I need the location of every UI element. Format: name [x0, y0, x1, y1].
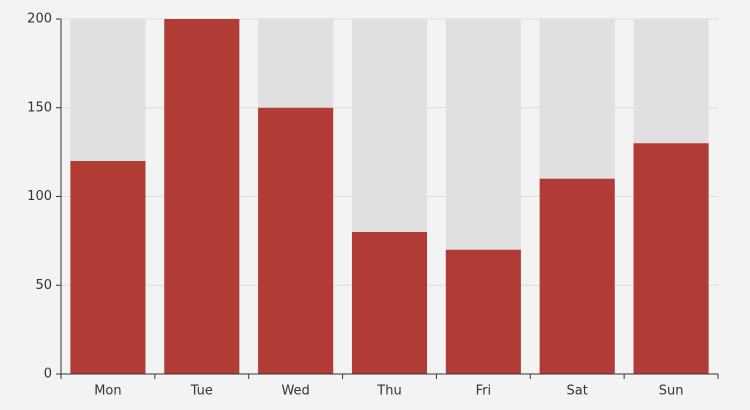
y-tick-label: 100: [27, 189, 52, 204]
x-tick-label: Fri: [476, 384, 492, 399]
x-tick-label: Wed: [281, 384, 309, 399]
x-tick-label: Sat: [567, 384, 588, 399]
bar: [351, 232, 428, 374]
x-tick-label: Sun: [659, 384, 684, 399]
y-tick-label: 150: [27, 100, 52, 115]
y-tick-label: 0: [44, 367, 52, 382]
bar: [164, 19, 240, 374]
y-tick-label: 200: [27, 12, 52, 27]
bar: [633, 143, 709, 374]
x-tick-label: Mon: [94, 384, 121, 399]
bar: [445, 249, 521, 374]
bar: [258, 107, 334, 374]
bar: [539, 178, 615, 374]
y-tick-label: 50: [35, 278, 52, 293]
x-tick-label: Tue: [190, 384, 213, 399]
bar: [70, 161, 146, 374]
x-tick-label: Thu: [376, 384, 401, 399]
